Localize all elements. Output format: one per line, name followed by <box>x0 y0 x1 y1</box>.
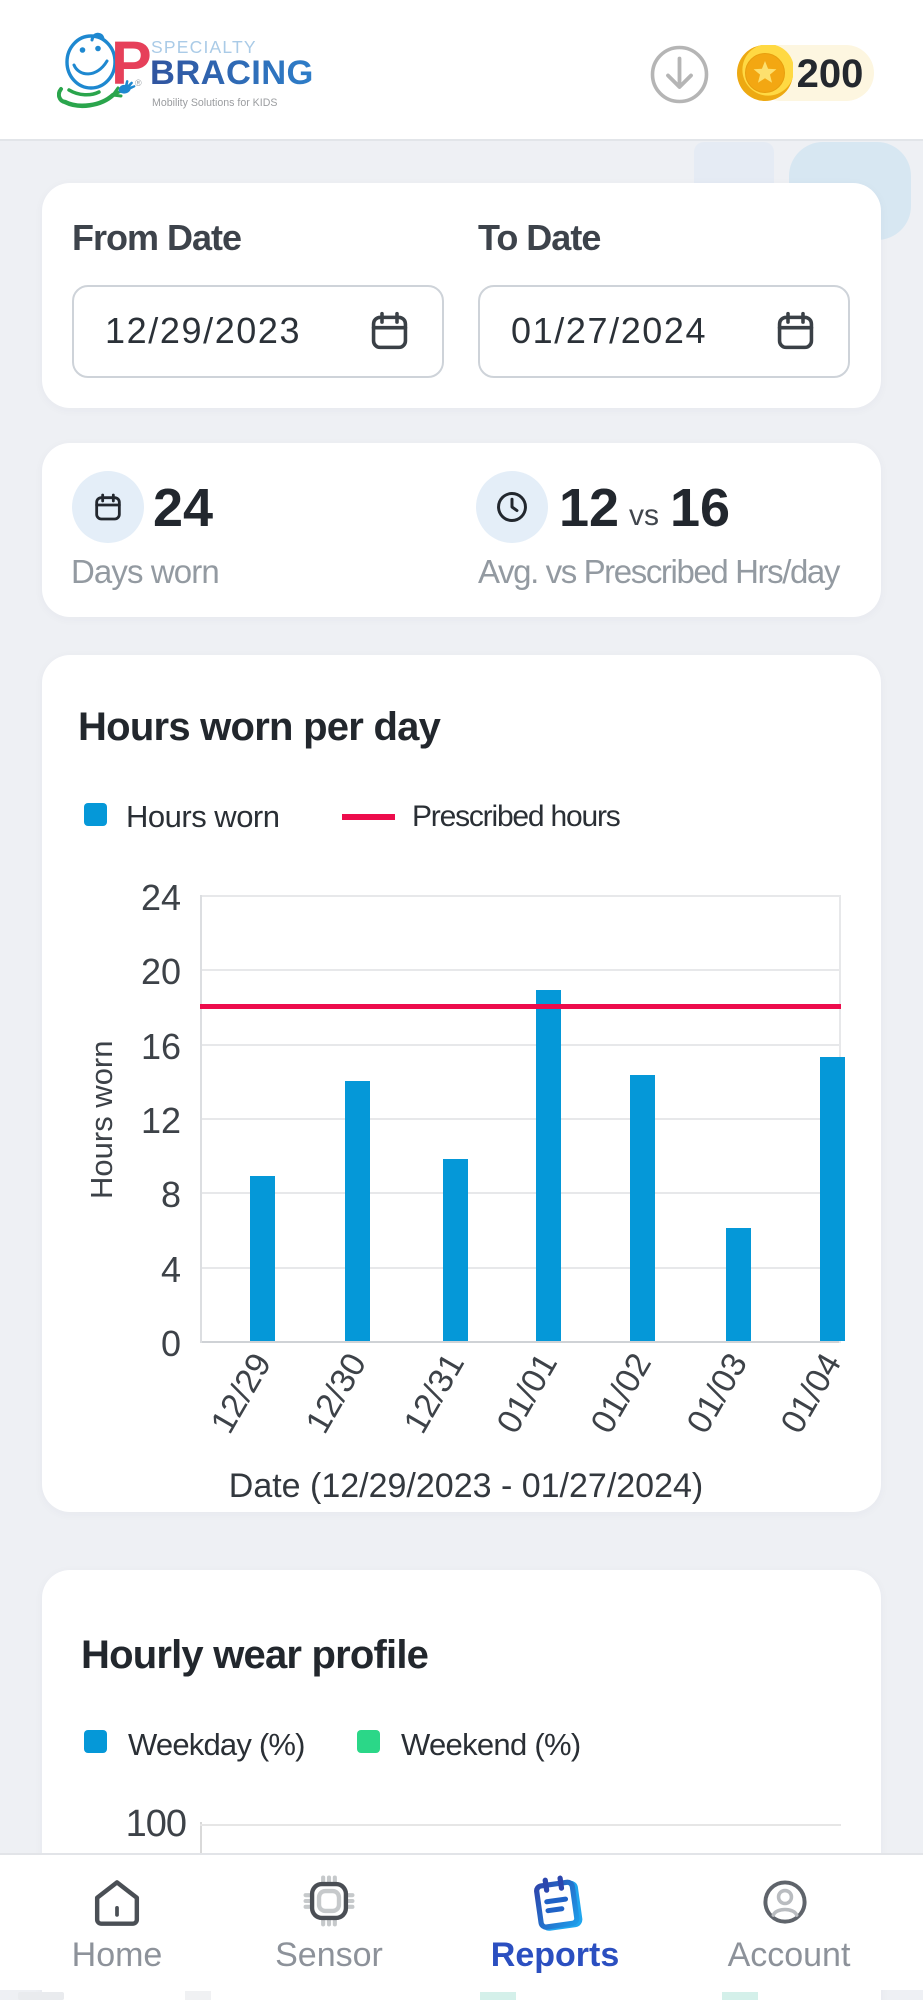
svg-text:SPECIALTY: SPECIALTY <box>151 37 257 57</box>
svg-text:P: P <box>111 29 152 97</box>
svg-text:BRACING: BRACING <box>150 54 314 92</box>
svg-text:®: ® <box>135 78 142 88</box>
svg-text:Mobility Solutions for KIDS: Mobility Solutions for KIDS <box>152 97 277 109</box>
